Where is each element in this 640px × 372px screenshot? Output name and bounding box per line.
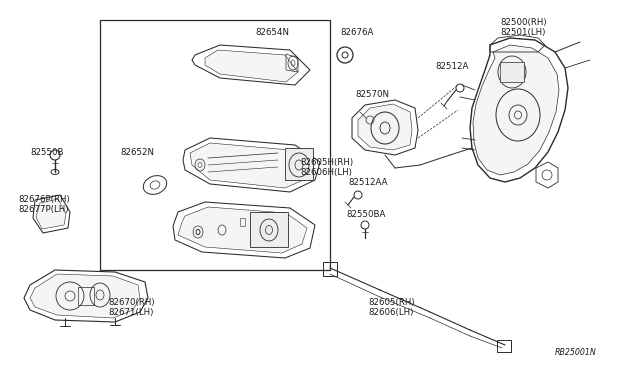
Polygon shape [358, 104, 412, 150]
Polygon shape [473, 45, 559, 175]
Bar [100, 20, 330, 270]
Polygon shape [190, 143, 312, 188]
Text: 82570N: 82570N [355, 90, 389, 99]
Text: RB25001N: RB25001N [555, 348, 596, 357]
Text: 82512A: 82512A [435, 62, 468, 71]
Text: 82652N: 82652N [120, 148, 154, 157]
Text: 82500(RH)
82501(LH): 82500(RH) 82501(LH) [500, 18, 547, 38]
Bar [240, 218, 245, 226]
Text: 82605(RH)
82606(LH): 82605(RH) 82606(LH) [368, 298, 415, 317]
Polygon shape [36, 199, 66, 229]
Bar [285, 148, 313, 180]
Text: 82550BA: 82550BA [346, 210, 385, 219]
Text: 82676P(RH)
82677P(LH): 82676P(RH) 82677P(LH) [18, 195, 70, 214]
Text: 82676A: 82676A [340, 28, 373, 37]
Text: 82670(RH)
82671(LH): 82670(RH) 82671(LH) [108, 298, 155, 317]
Polygon shape [178, 207, 307, 253]
Polygon shape [205, 50, 298, 82]
Polygon shape [30, 274, 140, 318]
Text: 82512AA: 82512AA [348, 178, 387, 187]
Bar [250, 212, 288, 247]
Bar [500, 62, 524, 82]
Text: 82654N: 82654N [255, 28, 289, 37]
Text: 82550B: 82550B [30, 148, 63, 157]
Bar [323, 262, 337, 276]
Bar [497, 340, 511, 352]
Bar [78, 287, 94, 305]
Text: 82605H(RH)
82606H(LH): 82605H(RH) 82606H(LH) [300, 158, 353, 177]
